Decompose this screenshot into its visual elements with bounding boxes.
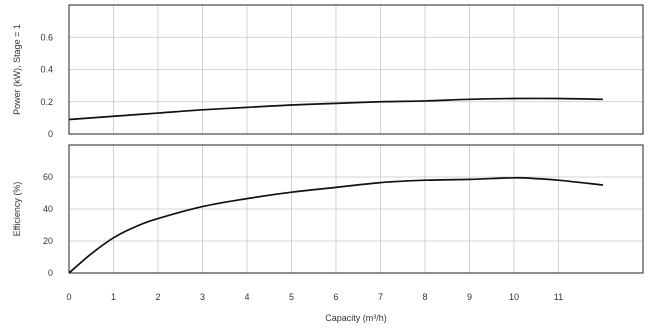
efficiency-y-ticks: 0 20 40 60 [43, 172, 53, 278]
efficiency-y-tick-label: 40 [43, 204, 53, 214]
capacity-x-tick-label: 10 [509, 292, 519, 302]
efficiency-curve [68, 176, 604, 274]
power-y-tick-label: 0 [48, 129, 53, 139]
capacity-x-tick-label: 9 [467, 292, 472, 302]
capacity-x-tick-label: 1 [111, 292, 116, 302]
efficiency-y-tick-label: 20 [43, 236, 53, 246]
power-curve [68, 97, 603, 121]
power-panel: 0 0.2 0.4 0.6 Power (kW), Stage = 1 [12, 4, 644, 139]
capacity-x-tick-label: 6 [333, 292, 338, 302]
power-plot-frame [68, 4, 644, 135]
capacity-x-tick-label: 0 [66, 292, 71, 302]
efficiency-plot-frame [68, 144, 644, 274]
capacity-x-tick-label: 3 [200, 292, 205, 302]
capacity-x-tick-label: 11 [554, 292, 563, 302]
power-y-ticks: 0 0.2 0.4 0.6 [40, 32, 53, 139]
capacity-x-tick-label: 4 [244, 292, 249, 302]
efficiency-y-axis-label: Efficiency (%) [12, 182, 22, 237]
power-gridlines [69, 5, 643, 134]
power-y-tick-label: 0.2 [40, 97, 53, 107]
power-y-axis-label: Power (kW), Stage = 1 [12, 24, 22, 115]
power-y-tick-label: 0.6 [40, 32, 53, 42]
capacity-x-tick-label: 7 [378, 292, 383, 302]
efficiency-gridlines [69, 145, 643, 273]
capacity-x-ticks: 0 1 2 3 4 5 6 7 8 9 10 11 [66, 292, 563, 302]
efficiency-panel: 0 20 40 60 0 1 2 3 4 5 6 7 8 9 10 11 Efficiency (%) Ca… [12, 144, 644, 323]
power-y-tick-label: 0.4 [40, 65, 53, 75]
capacity-x-tick-label: 2 [155, 292, 160, 302]
capacity-x-axis-label: Capacity (m³/h) [325, 313, 387, 323]
efficiency-y-tick-label: 60 [43, 172, 53, 182]
efficiency-y-tick-label: 0 [48, 268, 53, 278]
capacity-x-tick-label: 8 [422, 292, 427, 302]
capacity-x-tick-label: 5 [289, 292, 294, 302]
